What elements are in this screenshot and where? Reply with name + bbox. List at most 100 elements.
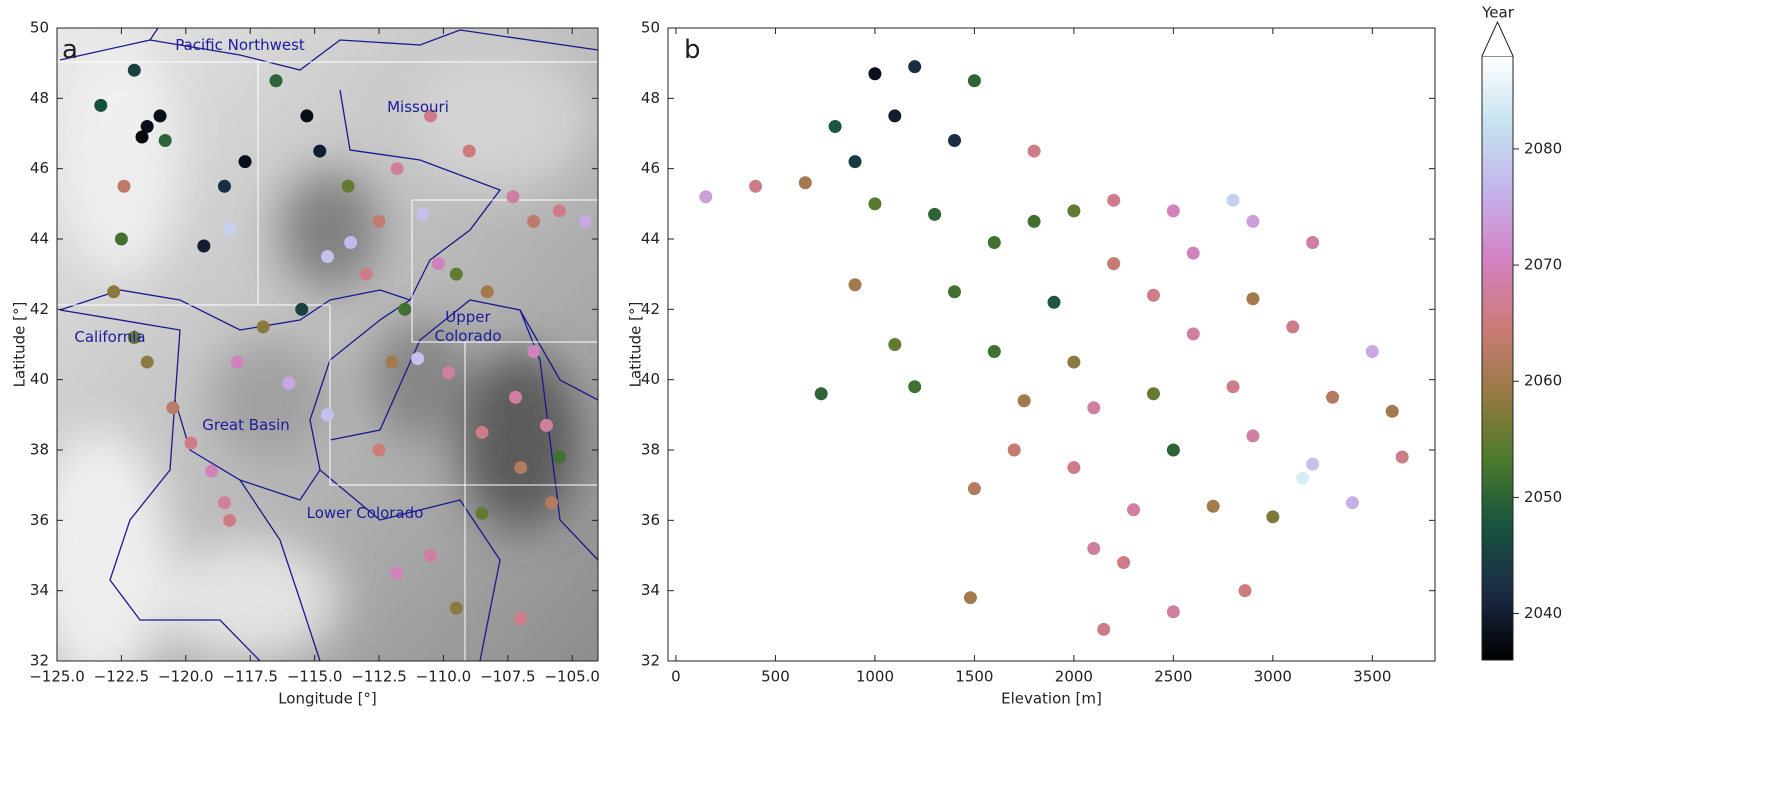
- y-tick-label: 48: [641, 89, 660, 107]
- point: [968, 482, 981, 495]
- point: [1187, 327, 1200, 340]
- point: [107, 285, 120, 298]
- point: [1107, 194, 1120, 207]
- point: [1346, 496, 1359, 509]
- point: [1396, 451, 1409, 464]
- point: [344, 236, 357, 249]
- colorbar-tick-label: 2080: [1524, 139, 1562, 157]
- point: [527, 345, 540, 358]
- point: [184, 436, 197, 449]
- region-label: Missouri: [368, 98, 468, 117]
- point: [313, 145, 326, 158]
- point: [136, 131, 149, 144]
- x-tick-label: 2000: [1055, 668, 1093, 686]
- x-tick-label: 2500: [1154, 668, 1192, 686]
- axes-frame: [668, 28, 1435, 661]
- y-tick-label: 36: [30, 511, 49, 529]
- colorbar: [1482, 56, 1513, 660]
- point: [1028, 145, 1041, 158]
- point: [1227, 380, 1240, 393]
- x-tick-label: −125.0: [29, 668, 85, 686]
- y-tick-label: 32: [641, 652, 660, 670]
- point: [1067, 204, 1080, 217]
- point: [509, 391, 522, 404]
- y-tick-label: 36: [641, 511, 660, 529]
- point: [579, 215, 592, 228]
- point: [218, 496, 231, 509]
- point: [1246, 429, 1259, 442]
- point: [908, 380, 921, 393]
- point: [948, 285, 961, 298]
- point: [699, 190, 712, 203]
- figure: a b Year 20402050206020702080−125.0−122.…: [0, 0, 1775, 792]
- x-tick-label: −107.5: [480, 668, 536, 686]
- y-tick-label: 46: [30, 159, 49, 177]
- point: [128, 64, 141, 77]
- y-axis-label: Latitude [°]: [627, 302, 645, 388]
- point: [1147, 387, 1160, 400]
- point: [908, 60, 921, 73]
- point: [1087, 542, 1100, 555]
- point: [964, 591, 977, 604]
- point: [476, 426, 489, 439]
- point: [154, 109, 167, 122]
- point: [166, 401, 179, 414]
- x-tick-label: 3500: [1353, 668, 1391, 686]
- terrain: [30, 25, 598, 690]
- point: [197, 240, 210, 253]
- point: [218, 180, 231, 193]
- point: [799, 176, 812, 189]
- x-tick-label: 0: [671, 668, 681, 686]
- point: [295, 303, 308, 316]
- point: [1097, 623, 1110, 636]
- point: [223, 222, 236, 235]
- point: [300, 109, 313, 122]
- y-tick-label: 44: [30, 230, 49, 248]
- point: [1087, 401, 1100, 414]
- point: [1266, 510, 1279, 523]
- point: [506, 190, 519, 203]
- point: [514, 461, 527, 474]
- region-label: Lower Colorado: [295, 504, 435, 523]
- point: [1147, 289, 1160, 302]
- x-axis-label: Longitude [°]: [278, 690, 377, 708]
- point: [205, 465, 218, 478]
- point: [94, 99, 107, 112]
- x-tick-label: −122.5: [94, 668, 150, 686]
- point: [1107, 257, 1120, 270]
- point: [815, 387, 828, 400]
- point: [117, 180, 130, 193]
- x-tick-label: −120.0: [158, 668, 214, 686]
- point: [988, 236, 1001, 249]
- point: [888, 109, 901, 122]
- panel-label: a: [62, 35, 78, 65]
- point: [223, 514, 236, 527]
- point: [424, 549, 437, 562]
- point: [321, 408, 334, 421]
- point: [321, 250, 334, 263]
- point: [385, 356, 398, 369]
- point: [1326, 391, 1339, 404]
- point: [553, 451, 566, 464]
- point: [450, 602, 463, 615]
- point: [411, 352, 424, 365]
- point: [928, 208, 941, 221]
- point: [442, 366, 455, 379]
- point: [1167, 444, 1180, 457]
- colorbar-tick-label: 2050: [1524, 488, 1562, 506]
- point: [1028, 215, 1041, 228]
- point: [1207, 500, 1220, 513]
- point: [749, 180, 762, 193]
- point: [257, 320, 270, 333]
- region-label: California: [60, 328, 160, 347]
- x-tick-label: −117.5: [222, 668, 278, 686]
- point: [868, 67, 881, 80]
- colorbar-tick-label: 2040: [1524, 604, 1562, 622]
- point: [115, 233, 128, 246]
- points: [699, 60, 1408, 636]
- point: [1167, 204, 1180, 217]
- point: [868, 197, 881, 210]
- y-tick-label: 44: [641, 230, 660, 248]
- point: [849, 278, 862, 291]
- colorbar-tick-label: 2060: [1524, 372, 1562, 390]
